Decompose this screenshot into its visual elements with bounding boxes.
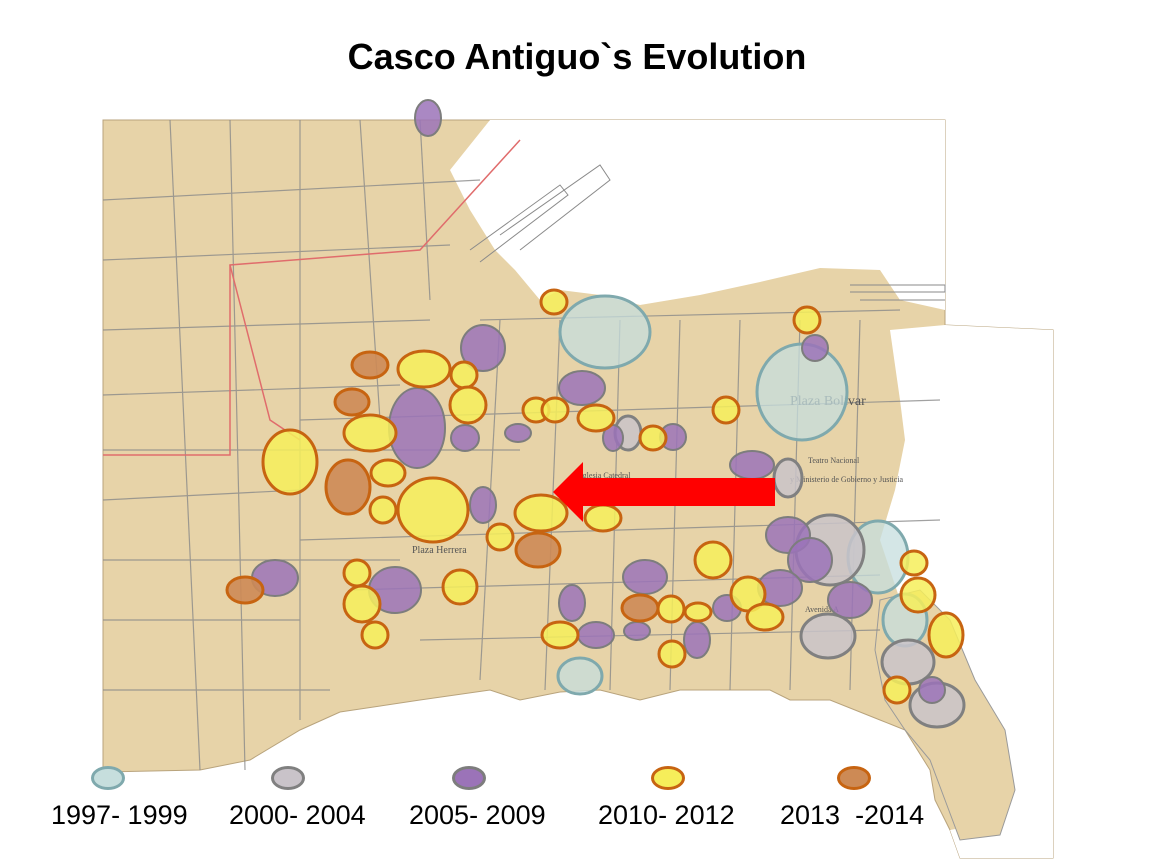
- marker-2010-2012: [342, 558, 372, 588]
- markers-2005-2009: [251, 99, 946, 704]
- marker-2010-2012: [485, 522, 515, 552]
- marker-2010-2012: [448, 385, 488, 425]
- legend-label-1997-1999: 1997- 1999: [51, 800, 188, 830]
- legend-item-1997-1999: 1997- 1999: [51, 760, 251, 840]
- marker-2005-2009: [558, 370, 606, 406]
- marker-2013-2014: [514, 531, 562, 569]
- marker-2000-2004: [772, 457, 804, 499]
- marker-2010-2012: [261, 428, 319, 496]
- marker-2010-2012: [396, 349, 452, 389]
- teatro-label: Teatro Nacional: [808, 456, 860, 465]
- marker-2010-2012: [882, 675, 912, 705]
- marker-2005-2009: [622, 559, 668, 595]
- catedral-label: Iglesia Catedral: [580, 471, 631, 480]
- marker-2013-2014: [350, 350, 390, 380]
- marker-2013-2014: [225, 575, 265, 605]
- marker-2005-2009: [827, 581, 873, 619]
- legend-label-2005-2009: 2005- 2009: [409, 800, 546, 830]
- map-bay: [450, 120, 945, 310]
- marker-2010-2012: [540, 396, 570, 424]
- marker-2013-2014: [620, 593, 660, 623]
- marker-2010-2012: [342, 584, 382, 624]
- legend-swatch-2000-2004: [271, 766, 305, 790]
- marker-2013-2014: [333, 387, 371, 417]
- legend-swatch-1997-1999: [91, 766, 125, 790]
- avenida-label: Avenida A: [805, 605, 839, 614]
- legend-label-2013-2014: 2013 -2014: [780, 800, 925, 830]
- marker-2010-2012: [583, 503, 623, 533]
- marker-2005-2009: [469, 486, 497, 524]
- marker-2010-2012: [711, 395, 741, 425]
- marker-2010-2012: [441, 568, 479, 606]
- legend-item-2000-2004: 2000- 2004: [229, 760, 429, 840]
- marker-2010-2012: [369, 458, 407, 488]
- marker-2010-2012: [513, 493, 569, 533]
- markers-2013-2014: [225, 350, 660, 623]
- marker-1997-1999: [558, 294, 652, 370]
- page-title: Casco Antiguo`s Evolution: [347, 36, 807, 77]
- marker-2000-2004: [799, 612, 857, 660]
- marker-2005-2009: [918, 676, 946, 704]
- legend-swatch-2005-2009: [452, 766, 486, 790]
- marker-2005-2009: [729, 450, 775, 480]
- marker-2005-2009: [414, 99, 442, 137]
- marker-2010-2012: [539, 288, 569, 316]
- legend-label-2000-2004: 2000- 2004: [229, 800, 366, 830]
- legend-item-2013-2014: 2013 -2014: [780, 760, 980, 840]
- marker-2010-2012: [449, 360, 479, 390]
- marker-1997-1999: [556, 656, 604, 696]
- marker-2005-2009: [577, 621, 615, 649]
- marker-2010-2012: [638, 424, 668, 452]
- marker-2005-2009: [504, 423, 532, 443]
- marker-2010-2012: [540, 620, 580, 650]
- marker-1997-1999: [755, 342, 849, 442]
- marker-2005-2009: [450, 424, 480, 452]
- marker-2005-2009: [787, 537, 833, 583]
- legend-label-2010-2012: 2010- 2012: [598, 800, 735, 830]
- marker-2010-2012: [396, 476, 470, 544]
- marker-2005-2009: [388, 387, 446, 469]
- ministerio-label: y Ministerio de Gobierno y Justicia: [790, 475, 904, 484]
- legend-item-2010-2012: 2010- 2012: [598, 760, 798, 840]
- map-sea-east: [880, 325, 1053, 858]
- marker-2010-2012: [368, 495, 398, 525]
- marker-2010-2012: [927, 611, 965, 659]
- markers-2010-2012: [261, 288, 965, 705]
- marker-2010-2012: [683, 601, 713, 623]
- marker-2005-2009: [801, 334, 829, 362]
- legend-swatch-2010-2012: [651, 766, 685, 790]
- marker-2013-2014: [324, 458, 372, 516]
- marker-2010-2012: [657, 639, 687, 669]
- marker-2010-2012: [899, 576, 937, 614]
- marker-2005-2009: [683, 621, 711, 659]
- marker-2010-2012: [342, 413, 398, 453]
- marker-2010-2012: [792, 305, 822, 335]
- legend-item-2005-2009: 2005- 2009: [409, 760, 609, 840]
- marker-2010-2012: [693, 540, 733, 580]
- marker-2010-2012: [899, 549, 929, 577]
- legend-swatch-2013-2014: [837, 766, 871, 790]
- marker-2005-2009: [558, 584, 586, 622]
- pier-outlines: [469, 164, 946, 301]
- marker-2010-2012: [360, 620, 390, 650]
- marker-2010-2012: [656, 594, 686, 624]
- marker-2010-2012: [576, 403, 616, 433]
- direction-arrow: [553, 462, 775, 522]
- marker-2005-2009: [623, 621, 651, 641]
- plaza-herrera-label: Plaza Herrera: [412, 545, 467, 556]
- marker-2005-2009: [460, 324, 506, 372]
- marker-2010-2012: [745, 602, 785, 632]
